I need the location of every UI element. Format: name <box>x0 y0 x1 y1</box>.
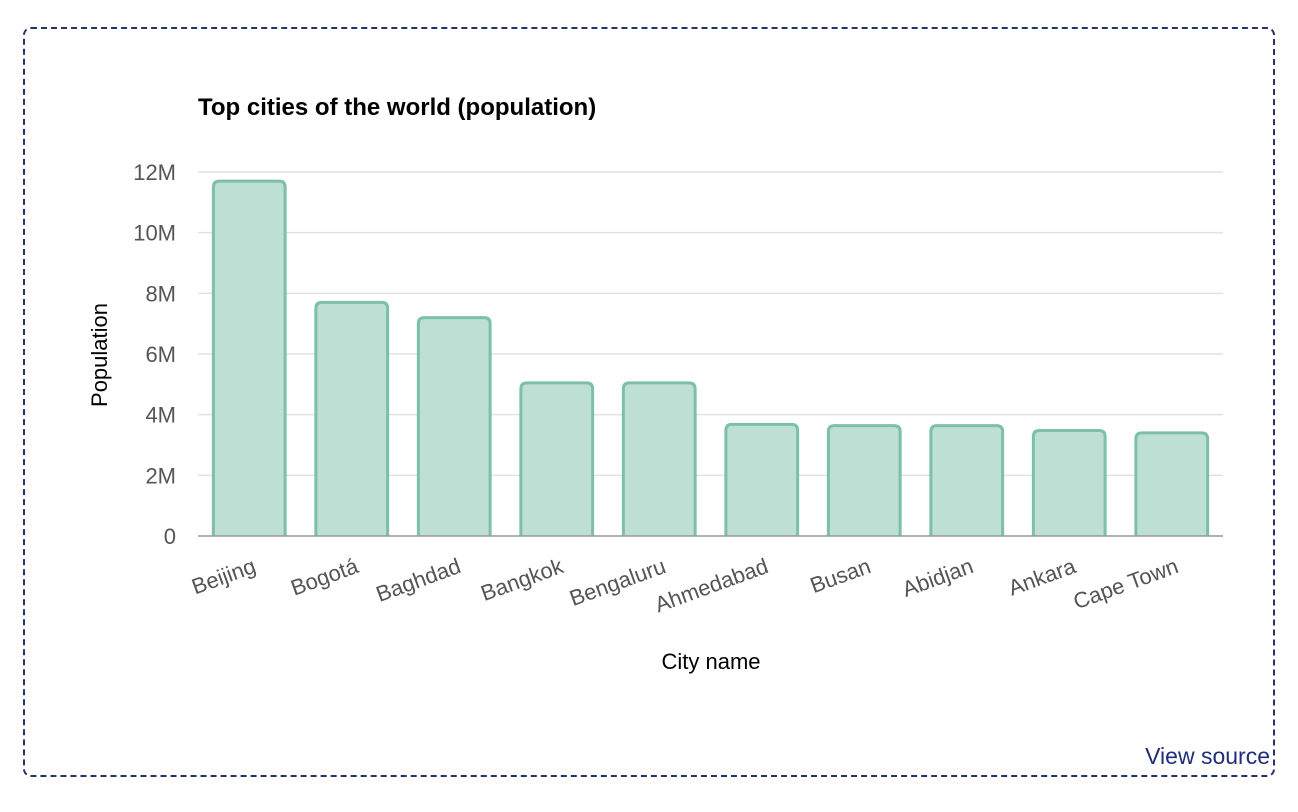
y-tick-label: 6M <box>145 342 176 367</box>
x-tick-label: Abidjan <box>899 553 977 602</box>
x-tick-labels: Beijing Bogotá Baghdad Bangkok BengaluruAhme… <box>188 553 1181 617</box>
bar <box>1031 428 1107 536</box>
bar <box>416 316 492 536</box>
bar <box>826 424 902 536</box>
y-tick-label: 10M <box>133 221 176 246</box>
x-tick-label: Beijing <box>188 553 259 599</box>
bar <box>929 424 1005 536</box>
view-source-link[interactable]: View source <box>1145 743 1270 769</box>
chart-title: Top cities of the world (population) <box>198 94 596 121</box>
y-tick-label: 2M <box>145 463 176 488</box>
bar <box>519 381 595 536</box>
x-tick-label: Ankara <box>1005 553 1080 601</box>
x-tick-label: Bangkok <box>477 553 567 606</box>
bar <box>211 179 287 536</box>
x-tick-label: Ahmedabad <box>651 553 771 617</box>
bars <box>211 179 1210 536</box>
y-tick-label: 0 <box>164 524 176 549</box>
bar <box>314 300 390 536</box>
x-tick-label: Cape Town <box>1070 553 1182 614</box>
x-tick-label: Busan <box>807 553 874 598</box>
y-tick-label: 8M <box>145 281 176 306</box>
chart-container <box>23 27 1275 777</box>
y-tick-label: 12M <box>133 160 176 185</box>
x-tick-label: Baghdad <box>373 553 464 607</box>
y-axis-label: Population <box>87 303 112 407</box>
y-tick-label: 4M <box>145 403 176 428</box>
bar <box>724 422 800 536</box>
bar <box>1134 431 1210 536</box>
x-axis-label: City name <box>661 649 760 674</box>
bar <box>621 381 697 536</box>
y-tick-labels: 0 2M 4M 6M 8M 10M 12M <box>133 160 176 549</box>
x-tick-label: Bogotá <box>287 553 362 601</box>
